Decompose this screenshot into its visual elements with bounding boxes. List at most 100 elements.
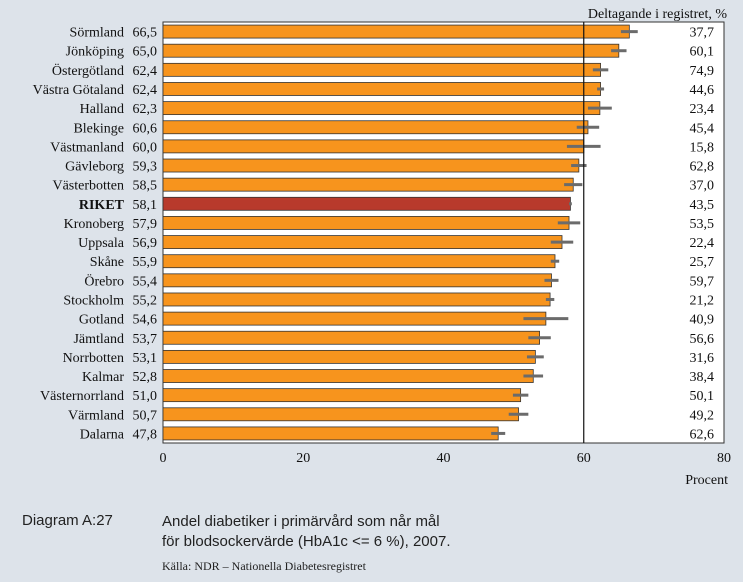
bar-6 (162, 139, 585, 154)
x-tick-4: 80 (717, 451, 731, 466)
category-label-20: Värmland (68, 408, 124, 423)
participation-label-2: 74,9 (690, 64, 715, 79)
caption-line-1: Andel diabetiker i primärvård som når må… (162, 513, 440, 530)
bar-17 (162, 349, 536, 364)
category-label-10: Kronoberg (64, 217, 124, 232)
bar-9 (162, 196, 571, 211)
bar-1 (162, 43, 620, 58)
bar-21 (162, 426, 499, 441)
participation-label-11: 22,4 (690, 236, 715, 251)
participation-header: Deltagande i registret, % (588, 7, 728, 22)
value-label-5: 60,6 (133, 121, 158, 136)
value-label-6: 60,0 (133, 140, 158, 155)
participation-label-16: 56,6 (690, 332, 715, 347)
category-label-8: Västerbotten (52, 179, 124, 194)
participation-label-12: 25,7 (690, 255, 715, 270)
value-label-18: 52,8 (133, 370, 158, 385)
bar-10 (162, 216, 570, 230)
bar-8 (162, 177, 574, 192)
bar-chart: Deltagande i registret, % Sörmland 66,5 37,… (33, 7, 731, 488)
category-label-2: Östergötland (52, 62, 124, 79)
value-label-9: 58,1 (133, 198, 158, 213)
participation-label-13: 59,7 (690, 274, 715, 289)
x-axis-label: Procent (685, 473, 728, 488)
category-label-4: Halland (80, 102, 124, 117)
x-tick-0: 0 (160, 451, 167, 466)
value-label-15: 54,6 (133, 313, 158, 328)
value-label-10: 57,9 (133, 217, 158, 232)
bar-3 (162, 82, 601, 96)
category-label-15: Gotland (79, 313, 124, 328)
category-label-16: Jämtland (73, 332, 124, 347)
participation-label-5: 45,4 (690, 121, 715, 136)
participation-label-17: 31,6 (690, 351, 715, 366)
value-label-3: 62,4 (133, 83, 158, 98)
participation-label-19: 50,1 (690, 389, 715, 404)
category-label-18: Kalmar (82, 370, 124, 385)
category-label-3: Västra Götaland (33, 83, 124, 98)
bar-14 (162, 292, 551, 307)
bar-20 (162, 407, 519, 422)
category-label-5: Blekinge (73, 121, 124, 136)
value-label-7: 59,3 (133, 160, 158, 175)
bar-0 (162, 24, 630, 39)
bar-11 (162, 235, 563, 249)
bar-4 (162, 101, 601, 116)
participation-label-6: 15,8 (690, 140, 715, 155)
source-note: Källa: NDR – Nationella Diabetesregistre… (162, 559, 366, 573)
category-label-11: Uppsala (78, 236, 125, 251)
value-label-0: 66,5 (133, 26, 158, 41)
x-tick-2: 40 (437, 451, 451, 466)
value-label-14: 55,2 (133, 293, 158, 308)
category-label-17: Norrbotten (63, 351, 124, 366)
bar-12 (162, 254, 556, 269)
value-label-16: 53,7 (133, 332, 158, 347)
diagram-label: Diagram A:27 (22, 512, 113, 529)
participation-label-18: 38,4 (690, 370, 715, 385)
participation-label-0: 37,7 (690, 26, 715, 41)
bar-2 (162, 62, 601, 77)
category-label-1: Jönköping (66, 45, 124, 60)
participation-label-9: 43,5 (690, 198, 715, 213)
participation-label-10: 53,5 (690, 217, 715, 232)
category-label-6: Västmanland (50, 140, 124, 155)
x-tick-1: 20 (296, 451, 310, 466)
participation-label-8: 37,0 (690, 179, 715, 194)
bar-18 (162, 369, 534, 383)
category-label-19: Västernorrland (40, 389, 124, 404)
value-label-11: 56,9 (133, 236, 158, 251)
bar-13 (162, 273, 552, 288)
value-label-1: 65,0 (133, 45, 158, 60)
category-label-21: Dalarna (80, 427, 125, 442)
bar-5 (162, 120, 589, 135)
participation-label-4: 23,4 (690, 102, 715, 117)
participation-label-20: 49,2 (690, 408, 715, 423)
value-label-2: 62,4 (133, 64, 158, 79)
category-label-14: Stockholm (63, 293, 124, 308)
value-label-4: 62,3 (133, 102, 158, 117)
participation-label-7: 62,8 (690, 160, 715, 175)
bar-19 (162, 388, 522, 403)
category-label-9: RIKET (79, 198, 125, 213)
category-label-7: Gävleborg (65, 160, 124, 175)
value-label-21: 47,8 (133, 427, 158, 442)
participation-label-21: 62,6 (690, 427, 715, 442)
participation-label-1: 60,1 (690, 45, 715, 60)
category-label-13: Örebro (84, 272, 124, 289)
bar-15 (162, 311, 547, 326)
value-label-19: 51,0 (133, 389, 158, 404)
value-label-17: 53,1 (133, 351, 158, 366)
value-label-20: 50,7 (133, 408, 158, 423)
bar-16 (162, 330, 540, 345)
value-label-12: 55,9 (133, 255, 158, 270)
value-label-13: 55,4 (133, 274, 158, 289)
participation-label-15: 40,9 (690, 313, 715, 328)
caption-line-2: för blodsockervärde (HbA1c <= 6 %), 2007… (162, 533, 451, 550)
participation-label-3: 44,6 (690, 83, 715, 98)
category-label-12: Skåne (90, 255, 124, 270)
bar-7 (162, 158, 580, 173)
x-tick-3: 60 (577, 451, 591, 466)
chart-caption: Andel diabetiker i primärvård som når må… (162, 512, 682, 552)
category-label-0: Sörmland (70, 26, 124, 41)
participation-label-14: 21,2 (690, 293, 715, 308)
